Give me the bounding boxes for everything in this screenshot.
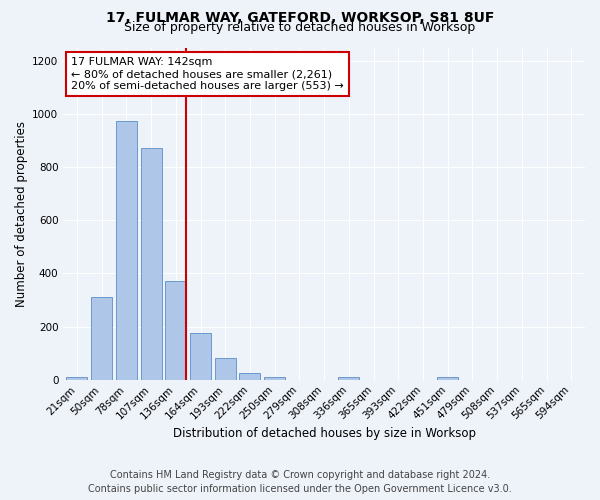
Bar [67, 377, 88, 380]
Bar [239, 373, 260, 380]
Bar [264, 377, 285, 380]
Bar [338, 377, 359, 380]
Text: Contains HM Land Registry data © Crown copyright and database right 2024.
Contai: Contains HM Land Registry data © Crown c… [88, 470, 512, 494]
X-axis label: Distribution of detached houses by size in Worksop: Distribution of detached houses by size … [173, 427, 476, 440]
Bar [116, 120, 137, 380]
Bar [140, 148, 161, 380]
Bar [215, 358, 236, 380]
Text: Size of property relative to detached houses in Worksop: Size of property relative to detached ho… [124, 21, 476, 34]
Bar [190, 333, 211, 380]
Y-axis label: Number of detached properties: Number of detached properties [15, 120, 28, 306]
Bar [437, 377, 458, 380]
Bar [91, 298, 112, 380]
Text: 17, FULMAR WAY, GATEFORD, WORKSOP, S81 8UF: 17, FULMAR WAY, GATEFORD, WORKSOP, S81 8… [106, 11, 494, 25]
Text: 17 FULMAR WAY: 142sqm
← 80% of detached houses are smaller (2,261)
20% of semi-d: 17 FULMAR WAY: 142sqm ← 80% of detached … [71, 58, 344, 90]
Bar [165, 282, 186, 380]
